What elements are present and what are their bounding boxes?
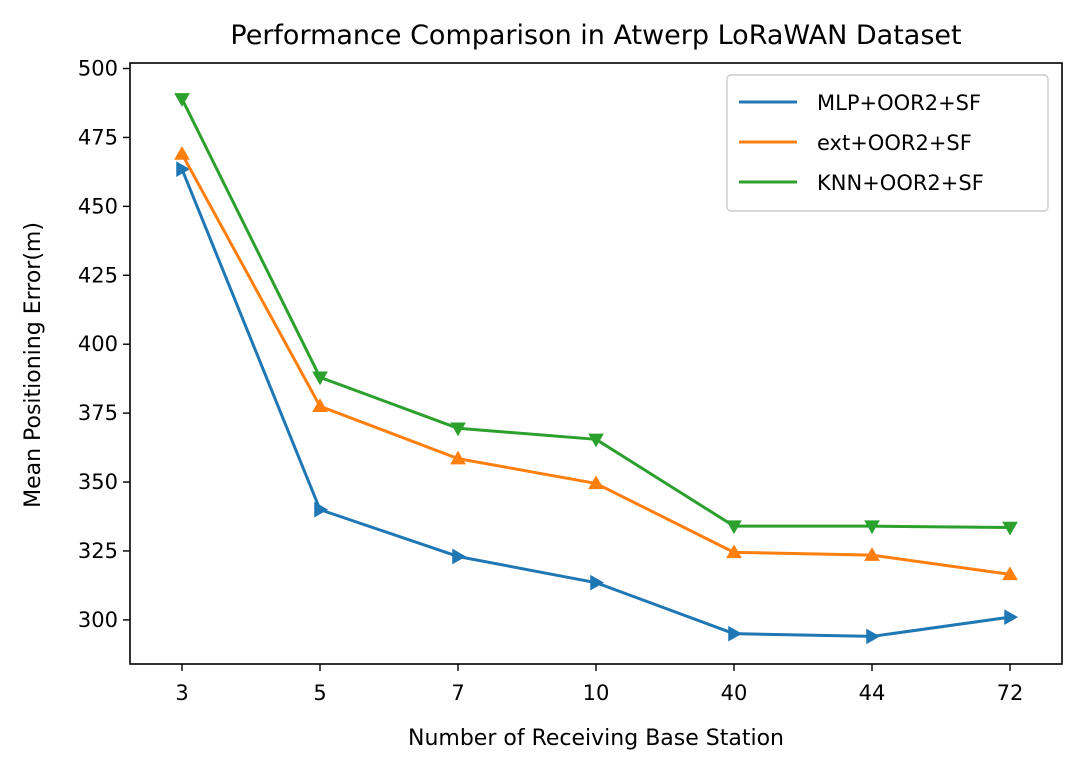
x-tick-label: 7 (451, 681, 464, 705)
legend-box (726, 74, 1049, 212)
x-tick-label: 40 (721, 681, 748, 705)
data-point (174, 145, 190, 160)
series-3 (174, 93, 1018, 536)
y-axis-label: Mean Positioning Error(m) (21, 222, 46, 508)
data-point (864, 547, 880, 561)
y-tick-label: 475 (78, 125, 118, 149)
series-line (180, 168, 1011, 638)
y-tick-label: 450 (78, 194, 118, 218)
y-tick-label: 325 (78, 539, 118, 563)
data-point (174, 93, 190, 107)
data-point (176, 161, 191, 178)
x-tick-label: 5 (313, 681, 326, 705)
data-point (314, 501, 329, 518)
legend-entry: ext+OOR2+SF (817, 131, 972, 155)
data-point (452, 548, 467, 565)
y-tick-label: 425 (78, 263, 118, 287)
y-tick-label: 300 (78, 608, 118, 632)
data-point (588, 433, 604, 448)
x-tick-label: 44 (859, 681, 886, 705)
legend: MLP+OOR2+SF ext+OOR2+SF KNN+OOR2+SF (726, 74, 1049, 212)
data-point (866, 628, 881, 645)
data-point (1004, 609, 1019, 625)
legend-entry: KNN+OOR2+SF (817, 171, 984, 195)
data-point (726, 520, 742, 535)
data-point (726, 544, 742, 559)
data-point (312, 371, 328, 386)
data-point (450, 422, 466, 437)
data-point (590, 574, 605, 591)
y-tick-label: 400 (78, 332, 118, 356)
chart-title: Performance Comparison in Atwerp LoRaWAN… (230, 20, 961, 51)
data-point (728, 625, 743, 642)
legend-entry: MLP+OOR2+SF (817, 91, 981, 115)
data-point (1002, 521, 1018, 536)
data-point (1002, 566, 1018, 581)
series-1 (176, 161, 1019, 645)
y-tick-label: 500 (78, 57, 118, 81)
series-line (180, 153, 1011, 576)
x-tick-label: 72 (997, 681, 1024, 705)
data-point (864, 520, 880, 535)
data-point (588, 475, 604, 490)
y-tick-label: 350 (78, 470, 118, 494)
data-point (450, 450, 466, 465)
x-axis-label: Number of Receiving Base Station (408, 726, 784, 751)
series-2 (174, 145, 1018, 581)
x-tick-label: 3 (175, 681, 188, 705)
y-tick-label: 375 (78, 401, 118, 425)
plot-area: 3 5 7 10 40 44 72 300 325 350 375 400 425 450 475 500 (78, 57, 1063, 705)
data-point (312, 398, 328, 412)
x-tick-label: 10 (583, 681, 610, 705)
